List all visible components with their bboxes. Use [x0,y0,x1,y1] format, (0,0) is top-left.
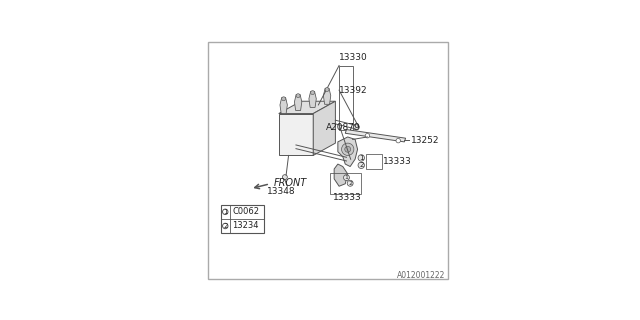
Circle shape [365,133,370,138]
Text: 2: 2 [359,162,364,168]
Text: 13392: 13392 [339,86,368,95]
Bar [330,173,361,194]
Polygon shape [280,98,287,114]
Text: 13330: 13330 [339,53,368,62]
Text: 2: 2 [223,223,227,229]
Circle shape [344,175,349,180]
Circle shape [345,156,351,162]
Circle shape [223,223,228,229]
Text: 13333: 13333 [383,157,412,166]
Text: A20879: A20879 [326,123,360,132]
Circle shape [223,209,228,214]
Bar [366,154,382,169]
Bar [339,66,353,130]
Circle shape [282,175,287,180]
Text: A012001222: A012001222 [397,271,445,280]
Polygon shape [313,101,335,156]
Text: 1: 1 [223,209,227,215]
Text: FRONT: FRONT [274,178,307,188]
Circle shape [342,143,354,156]
Polygon shape [309,92,316,108]
Polygon shape [279,114,313,156]
Text: 13348: 13348 [267,187,296,196]
Text: 13234: 13234 [232,221,259,230]
Bar [221,205,264,233]
Circle shape [353,124,359,130]
Circle shape [282,97,285,101]
Polygon shape [294,94,302,110]
Circle shape [310,91,315,95]
Circle shape [296,94,300,98]
Text: 2: 2 [348,181,352,186]
Polygon shape [345,130,406,142]
Polygon shape [279,101,335,114]
Polygon shape [338,137,358,166]
Polygon shape [334,164,348,186]
Circle shape [345,146,351,152]
Text: 1: 1 [359,155,364,161]
Circle shape [325,88,329,92]
Text: 13252: 13252 [410,136,439,145]
Text: C0062: C0062 [232,207,259,216]
Text: 1: 1 [344,175,348,180]
Circle shape [358,155,364,161]
Polygon shape [323,88,331,104]
Circle shape [396,139,401,143]
Circle shape [348,180,353,186]
Text: 13333: 13333 [333,193,362,202]
Circle shape [358,162,364,169]
